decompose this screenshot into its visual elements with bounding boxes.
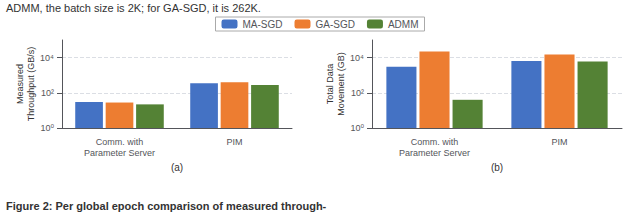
svg-text:10⁴: 10⁴ — [350, 53, 364, 63]
svg-text:Figure 2: Per global epoch com: Figure 2: Per global epoch comparison of… — [6, 200, 327, 212]
svg-text:Parameter Server: Parameter Server — [84, 148, 155, 158]
svg-text:10²: 10² — [351, 88, 364, 98]
svg-text:MA-SGD: MA-SGD — [243, 19, 283, 30]
svg-text:ADMM: ADMM — [388, 19, 419, 30]
svg-text:Total Data: Total Data — [325, 64, 335, 105]
svg-text:10⁰: 10⁰ — [350, 123, 364, 133]
svg-text:Comm. with: Comm. with — [411, 137, 459, 147]
svg-text:PIM: PIM — [551, 137, 567, 147]
svg-text:ADMM, the batch size is 2K; fo: ADMM, the batch size is 2K; for GA-SGD, … — [6, 2, 261, 14]
svg-text:(b): (b) — [491, 162, 503, 173]
svg-text:10⁴: 10⁴ — [40, 53, 54, 63]
svg-text:Measured: Measured — [15, 64, 25, 104]
svg-text:PIM: PIM — [226, 137, 242, 147]
svg-text:10⁰: 10⁰ — [40, 123, 54, 133]
svg-text:Throughput (GB/s): Throughput (GB/s) — [26, 47, 36, 122]
svg-text:Comm. with: Comm. with — [96, 137, 144, 147]
svg-text:Parameter Server: Parameter Server — [399, 148, 470, 158]
svg-text:Movement (GB): Movement (GB) — [336, 52, 346, 116]
svg-text:10²: 10² — [41, 88, 54, 98]
svg-text:GA-SGD: GA-SGD — [316, 19, 355, 30]
svg-text:(a): (a) — [171, 162, 183, 173]
